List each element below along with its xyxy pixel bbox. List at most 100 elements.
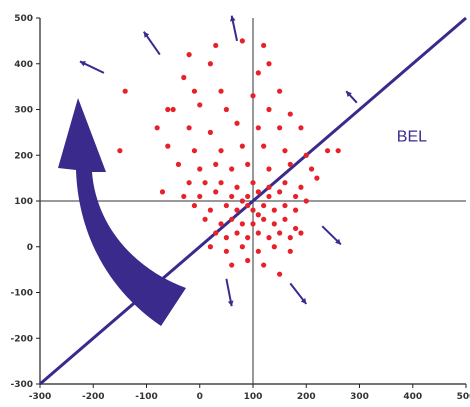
- data-point: [202, 216, 208, 222]
- x-tick-label: -100: [135, 392, 158, 402]
- data-point: [298, 230, 304, 236]
- data-point: [261, 202, 267, 209]
- data-point: [245, 161, 251, 167]
- y-tick-label: 100: [14, 197, 33, 207]
- direction-arrow-head: [335, 238, 341, 245]
- direction-arrow: [79, 60, 105, 74]
- data-point: [186, 125, 192, 131]
- data-point: [266, 235, 272, 241]
- data-point: [175, 161, 182, 167]
- data-point: [255, 70, 261, 76]
- data-point: [207, 207, 213, 213]
- direction-arrow: [289, 282, 308, 305]
- y-tick-label: -300: [10, 380, 33, 390]
- data-point: [117, 148, 123, 154]
- data-point: [239, 221, 245, 227]
- data-point: [282, 216, 288, 222]
- data-point: [239, 198, 245, 204]
- data-point: [239, 38, 245, 44]
- x-tick-label: 100: [244, 392, 263, 402]
- direction-arrow-head: [300, 298, 307, 304]
- y-tick-label: 0: [27, 243, 33, 253]
- data-point: [266, 61, 272, 67]
- data-point: [255, 212, 261, 218]
- data-point: [250, 93, 256, 99]
- data-point: [218, 180, 224, 186]
- data-point: [245, 193, 251, 200]
- data-point: [271, 207, 277, 213]
- data-point: [261, 216, 267, 222]
- data-point: [191, 202, 198, 209]
- data-point: [159, 189, 166, 195]
- direction-arrow-head: [143, 31, 150, 38]
- data-point: [234, 207, 240, 213]
- direction-arrow-head: [227, 300, 234, 307]
- data-point: [277, 230, 283, 236]
- data-point: [245, 235, 251, 241]
- data-point: [245, 257, 251, 264]
- data-point: [218, 88, 224, 94]
- bel-diagonal-line: [39, 16, 467, 386]
- data-point: [191, 88, 198, 94]
- data-point: [266, 184, 272, 190]
- y-tick-label: 400: [14, 60, 33, 70]
- data-point: [245, 202, 251, 209]
- direction-arrow: [345, 90, 358, 104]
- data-point: [271, 244, 277, 250]
- data-point: [223, 248, 229, 254]
- y-tick-label: -200: [10, 334, 33, 344]
- data-point: [266, 106, 272, 113]
- data-point: [213, 161, 219, 167]
- data-point: [324, 148, 331, 154]
- direction-arrow: [321, 225, 342, 246]
- data-point: [287, 161, 293, 167]
- data-point: [207, 61, 213, 67]
- data-point: [303, 198, 309, 204]
- data-point: [287, 111, 293, 117]
- data-point: [282, 148, 288, 154]
- data-point: [218, 148, 224, 154]
- data-point: [298, 184, 304, 190]
- bel-label: BEL: [397, 129, 427, 146]
- data-point: [229, 193, 235, 200]
- data-point: [181, 74, 187, 81]
- direction-arrow-head: [79, 61, 86, 67]
- data-point: [213, 42, 219, 49]
- direction-arrow: [143, 31, 161, 56]
- data-point: [277, 125, 283, 131]
- y-tick-label: -100: [10, 289, 33, 299]
- x-tick-label: -200: [82, 392, 105, 402]
- direction-arrow: [229, 15, 239, 42]
- x-tick-label: 200: [297, 392, 316, 402]
- data-point: [282, 180, 288, 186]
- data-point: [229, 262, 235, 268]
- data-point: [261, 262, 267, 268]
- data-point: [298, 125, 304, 131]
- x-tick-label: 500: [457, 392, 470, 402]
- y-tick-label: 300: [14, 106, 33, 116]
- y-tick-label: 500: [14, 14, 33, 24]
- data-point: [191, 148, 198, 154]
- data-point: [223, 202, 229, 209]
- x-tick-label: 400: [403, 392, 422, 402]
- data-point: [165, 143, 171, 149]
- data-point: [186, 180, 192, 186]
- data-point: [335, 148, 341, 154]
- data-point: [170, 106, 176, 113]
- direction-arrow: [225, 278, 234, 307]
- data-point: [293, 225, 299, 232]
- data-point: [223, 235, 229, 241]
- data-point: [197, 166, 203, 172]
- y-tick-label: 200: [14, 151, 33, 161]
- data-point: [165, 106, 171, 113]
- data-point: [250, 221, 256, 227]
- data-point: [234, 230, 240, 236]
- data-point: [213, 230, 219, 236]
- data-point: [293, 207, 299, 213]
- x-tick-label: -300: [29, 392, 52, 402]
- direction-arrow-head: [346, 91, 352, 98]
- data-point: [229, 166, 235, 172]
- data-point: [186, 52, 192, 58]
- data-point: [239, 244, 245, 250]
